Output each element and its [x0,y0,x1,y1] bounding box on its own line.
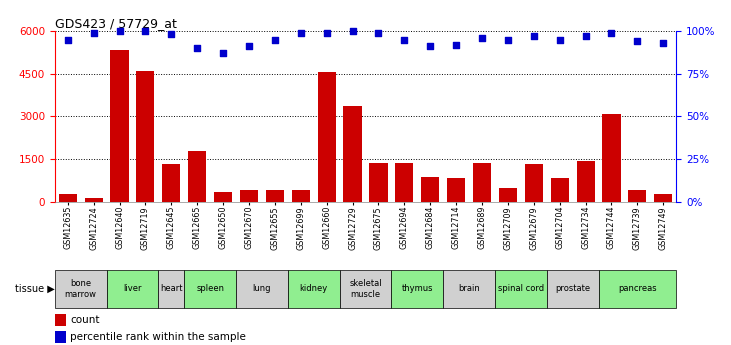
Text: lung: lung [253,284,271,294]
FancyBboxPatch shape [443,270,495,308]
Text: bone
marrow: bone marrow [65,279,96,299]
Bar [395,163,414,202]
Point [62,37,74,42]
FancyBboxPatch shape [159,270,184,308]
Bar [110,50,129,202]
Point [502,37,514,42]
FancyBboxPatch shape [107,270,159,308]
Bar [55,331,66,343]
FancyBboxPatch shape [55,270,107,308]
Point [192,45,203,51]
Bar [344,106,362,202]
FancyBboxPatch shape [495,270,547,308]
Bar [162,164,181,202]
Bar [137,71,154,202]
Text: percentile rank within the sample: percentile rank within the sample [70,333,246,342]
Text: spleen: spleen [196,284,224,294]
Point [346,28,358,34]
Bar [369,163,387,202]
Bar [85,198,103,202]
Bar [240,190,258,202]
Text: tissue ▶: tissue ▶ [15,284,54,294]
Text: pancreas: pancreas [618,284,656,294]
Point [373,30,385,36]
Text: count: count [70,315,100,325]
Bar [550,178,569,202]
Point [450,42,462,48]
Point [605,30,617,36]
FancyBboxPatch shape [184,270,236,308]
Bar [317,72,336,202]
Point [243,44,255,49]
Bar [266,190,284,202]
Bar [499,188,517,202]
Point [657,40,669,46]
Point [114,28,126,34]
Text: heart: heart [160,284,183,294]
Point [425,44,436,49]
Bar [214,193,232,202]
Point [217,50,229,56]
Text: brain: brain [458,284,480,294]
Bar [55,314,66,326]
Point [321,30,333,36]
FancyBboxPatch shape [288,270,340,308]
Point [269,37,281,42]
Bar [447,178,465,202]
Text: prostate: prostate [555,284,590,294]
Bar [473,163,491,202]
FancyBboxPatch shape [236,270,288,308]
Point [554,37,566,42]
Text: spinal cord: spinal cord [498,284,544,294]
Bar [577,161,594,202]
Bar [602,114,621,202]
Bar [525,164,543,202]
FancyBboxPatch shape [547,270,599,308]
FancyBboxPatch shape [340,270,391,308]
Text: GDS423 / 57729_at: GDS423 / 57729_at [55,17,177,30]
Point [632,39,643,44]
Bar [421,177,439,202]
FancyBboxPatch shape [391,270,443,308]
Point [295,30,306,36]
Point [165,32,177,37]
Text: skeletal
muscle: skeletal muscle [349,279,382,299]
Text: thymus: thymus [401,284,433,294]
Bar [188,150,206,202]
Bar [654,194,673,202]
Point [476,35,488,41]
Bar [628,190,646,202]
Bar [292,190,310,202]
Point [88,30,99,36]
FancyBboxPatch shape [599,270,676,308]
Text: liver: liver [124,284,142,294]
Point [398,37,410,42]
Text: kidney: kidney [300,284,327,294]
Point [528,33,539,39]
Bar [58,194,77,202]
Point [580,33,591,39]
Point [140,28,151,34]
